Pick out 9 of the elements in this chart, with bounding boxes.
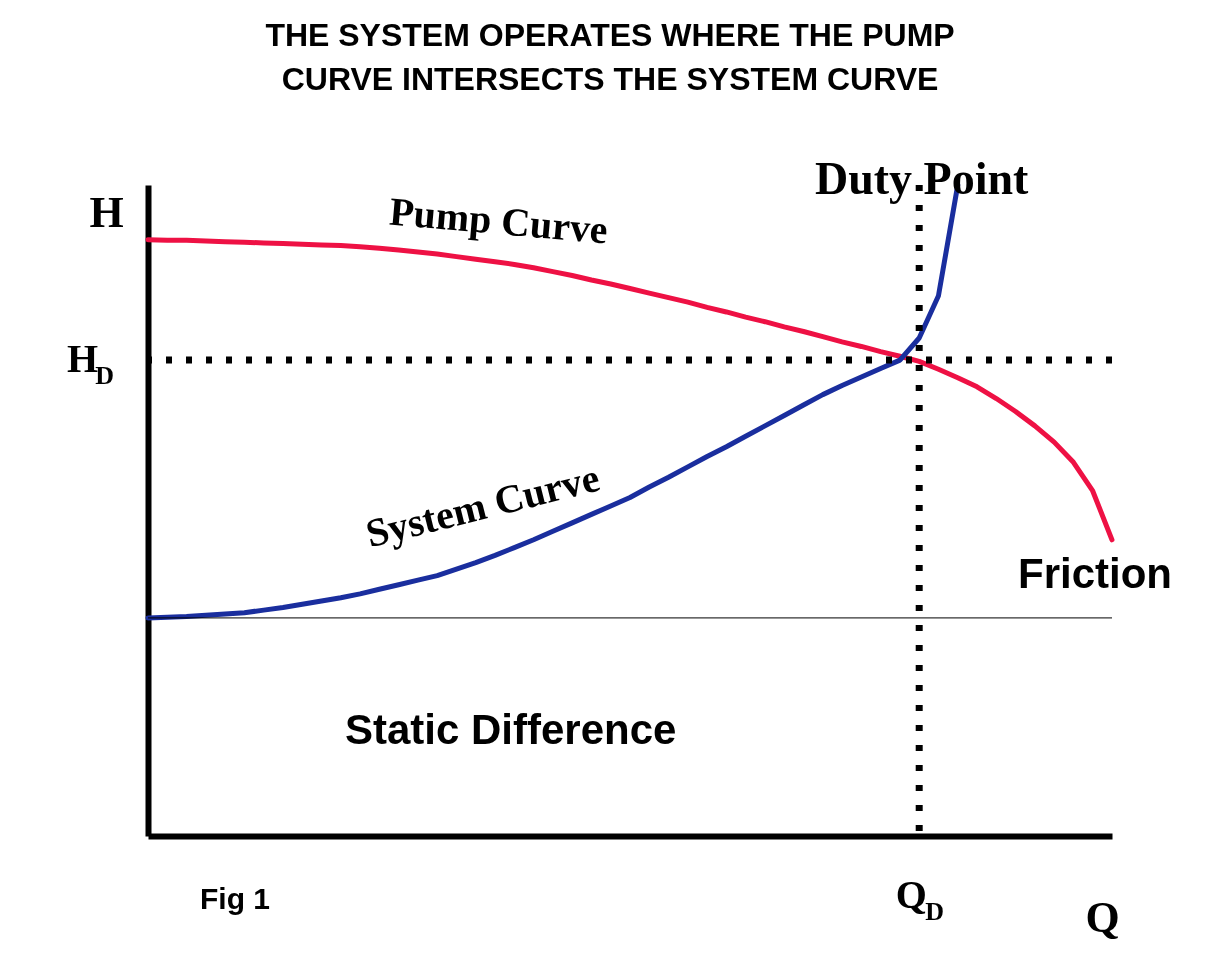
y-axis-title: H (89, 187, 124, 237)
series-label: Pump Curve (387, 188, 610, 253)
annotation: Static Difference (345, 706, 677, 753)
x-axis-title: Q (1085, 892, 1120, 942)
caption: Fig 1 (200, 882, 271, 915)
text: System Curve (361, 454, 604, 557)
annotation: Friction (1018, 550, 1172, 597)
chart-title: THE SYSTEM OPERATES WHERE THE PUMP CURVE INTERSECTS THE SYSTEM CURVE (265, 17, 955, 97)
annotation: Duty Point (815, 153, 1030, 204)
